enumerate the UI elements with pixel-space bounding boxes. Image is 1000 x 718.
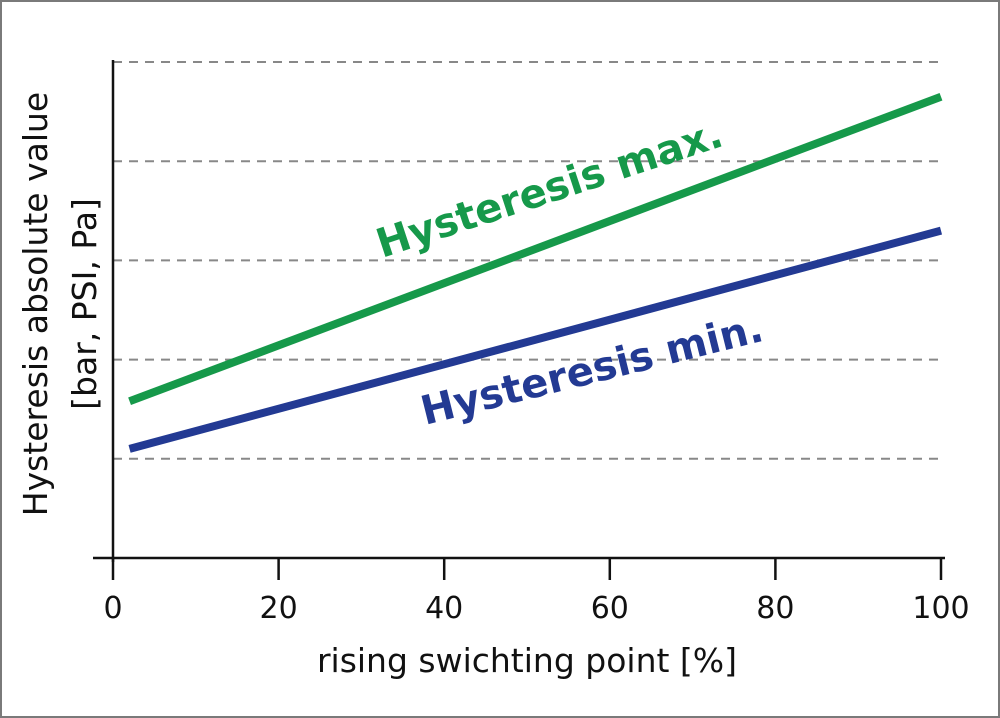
axes-layer <box>93 60 945 562</box>
x-tick-label: 0 <box>103 591 122 626</box>
grid-layer <box>113 61 945 460</box>
x-tick-label: 20 <box>260 591 298 626</box>
x-axis-title: rising swichting point [%] <box>317 641 737 680</box>
series-line-max <box>128 92 943 406</box>
x-ticks: 0 20 40 60 80 100 <box>103 558 970 626</box>
y-axis-title-line1: Hysteresis absolute value <box>16 92 55 516</box>
series-line-min <box>128 226 943 453</box>
x-tick-label: 100 <box>912 591 969 626</box>
x-tick-label: 60 <box>591 591 629 626</box>
x-tick-label: 80 <box>756 591 794 626</box>
x-tick-label: 40 <box>425 591 463 626</box>
series-layer <box>128 92 943 453</box>
y-axis-title-line2: [bar, PSI, Pa] <box>65 198 104 410</box>
